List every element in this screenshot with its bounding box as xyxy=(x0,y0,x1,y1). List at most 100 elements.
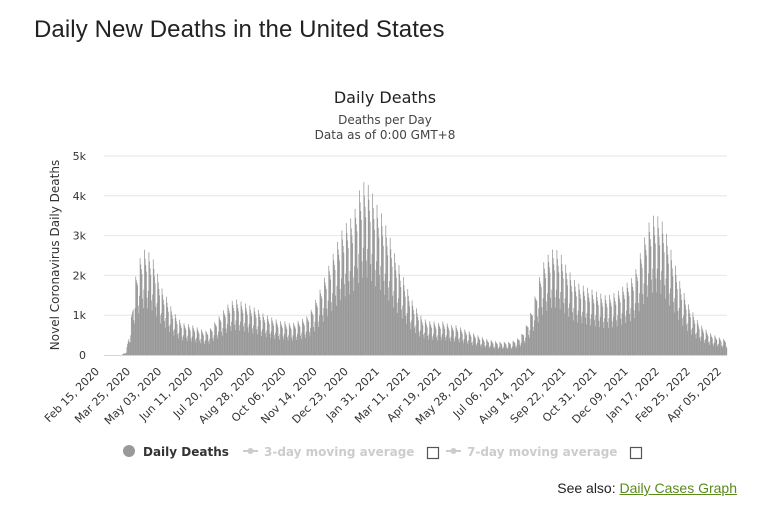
bar[interactable] xyxy=(466,341,468,355)
bar[interactable] xyxy=(360,211,362,355)
bar[interactable] xyxy=(181,328,182,355)
bar[interactable] xyxy=(207,334,209,355)
bar[interactable] xyxy=(649,232,651,355)
bar[interactable] xyxy=(638,311,640,355)
bar[interactable] xyxy=(517,339,519,355)
bar[interactable] xyxy=(424,332,426,355)
bar[interactable] xyxy=(159,315,161,355)
bar[interactable] xyxy=(725,346,727,355)
bar[interactable] xyxy=(597,300,599,355)
bar[interactable] xyxy=(624,316,626,355)
bar[interactable] xyxy=(713,342,715,355)
bar[interactable] xyxy=(668,293,670,355)
bar[interactable] xyxy=(532,315,533,355)
bar[interactable] xyxy=(520,346,521,355)
bar[interactable] xyxy=(391,258,392,355)
bar[interactable] xyxy=(690,317,691,355)
bar[interactable] xyxy=(495,341,496,355)
bar[interactable] xyxy=(285,324,286,355)
bar[interactable] xyxy=(606,307,608,355)
bar[interactable] xyxy=(559,298,560,355)
bar[interactable] xyxy=(528,334,530,355)
bar[interactable] xyxy=(165,317,167,355)
bar[interactable] xyxy=(397,298,399,355)
bar[interactable] xyxy=(203,341,205,355)
bar[interactable] xyxy=(440,336,442,355)
bar[interactable] xyxy=(333,260,335,355)
bar[interactable] xyxy=(441,339,442,355)
bar[interactable] xyxy=(710,335,712,355)
bar[interactable] xyxy=(666,245,668,355)
bar[interactable] xyxy=(663,243,664,355)
bar[interactable] xyxy=(679,288,681,355)
bar[interactable] xyxy=(130,335,132,355)
bar[interactable] xyxy=(508,342,510,355)
toggle-7day-checkbox[interactable] xyxy=(629,446,643,460)
bar[interactable] xyxy=(501,347,503,355)
bar[interactable] xyxy=(388,300,390,356)
bar[interactable] xyxy=(229,313,231,355)
bar[interactable] xyxy=(186,340,188,355)
bar[interactable] xyxy=(253,307,255,355)
bar[interactable] xyxy=(604,295,606,355)
bar[interactable] xyxy=(147,308,149,355)
bar[interactable] xyxy=(208,341,209,355)
bar[interactable] xyxy=(503,341,505,355)
bar[interactable] xyxy=(453,338,455,355)
bar[interactable] xyxy=(316,305,318,355)
bar[interactable] xyxy=(274,338,276,355)
bar[interactable] xyxy=(317,307,318,355)
bar[interactable] xyxy=(392,295,394,355)
bar[interactable] xyxy=(434,324,436,355)
bar[interactable] xyxy=(367,185,369,355)
bar[interactable] xyxy=(339,289,341,355)
bar[interactable] xyxy=(681,318,683,355)
bar[interactable] xyxy=(345,223,347,355)
legend-7day-average[interactable]: 7-day moving average xyxy=(467,445,617,459)
bar[interactable] xyxy=(343,252,345,355)
bar[interactable] xyxy=(141,274,143,355)
bar[interactable] xyxy=(478,338,480,355)
bar[interactable] xyxy=(533,330,535,355)
bar[interactable] xyxy=(514,342,516,355)
bar[interactable] xyxy=(516,345,518,355)
bar[interactable] xyxy=(577,310,579,355)
bar[interactable] xyxy=(252,333,254,355)
bar[interactable] xyxy=(680,294,682,355)
bar[interactable] xyxy=(584,295,585,355)
bar[interactable] xyxy=(218,331,219,355)
bar[interactable] xyxy=(443,326,445,355)
bar[interactable] xyxy=(242,312,244,355)
bar[interactable] xyxy=(576,314,578,355)
bar[interactable] xyxy=(179,323,181,355)
bar[interactable] xyxy=(557,259,558,355)
bar[interactable] xyxy=(565,272,567,355)
bar[interactable] xyxy=(483,341,485,355)
bar[interactable] xyxy=(369,210,370,355)
bar[interactable] xyxy=(300,339,302,355)
bar[interactable] xyxy=(479,339,481,355)
bar[interactable] xyxy=(679,281,681,355)
bar[interactable] xyxy=(416,308,417,355)
bar[interactable] xyxy=(340,300,342,355)
bar[interactable] xyxy=(302,321,304,355)
bar[interactable] xyxy=(527,326,528,355)
bar[interactable] xyxy=(244,322,246,355)
daily-cases-graph-link[interactable]: Daily Cases Graph xyxy=(619,480,738,496)
bar[interactable] xyxy=(550,307,552,355)
bar[interactable] xyxy=(365,217,367,355)
bar[interactable] xyxy=(419,330,421,355)
bar[interactable] xyxy=(647,296,649,355)
bar[interactable] xyxy=(472,341,474,355)
legend-3day-average[interactable]: 3-day moving average xyxy=(264,445,414,459)
bar[interactable] xyxy=(280,323,282,355)
bar[interactable] xyxy=(634,303,636,355)
bar[interactable] xyxy=(522,334,524,355)
bar[interactable] xyxy=(715,338,717,355)
bar[interactable] xyxy=(513,342,515,355)
bar[interactable] xyxy=(236,304,238,355)
bar[interactable] xyxy=(642,294,644,355)
bar[interactable] xyxy=(425,322,427,355)
bar[interactable] xyxy=(726,347,728,355)
bar[interactable] xyxy=(382,236,384,355)
